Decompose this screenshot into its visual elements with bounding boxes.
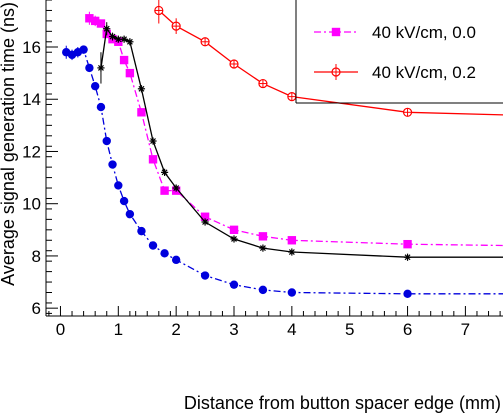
x-tick-label: 2 <box>171 320 180 339</box>
series-1 <box>85 11 503 249</box>
data-point <box>90 16 100 26</box>
data-point <box>149 137 157 145</box>
series-3 <box>62 45 503 299</box>
data-point <box>403 239 412 249</box>
y-tick-label: 10 <box>22 195 41 214</box>
data-point <box>160 249 169 258</box>
data-point <box>90 81 100 91</box>
y-tick-label: 16 <box>22 38 41 57</box>
data-point <box>120 35 128 43</box>
x-tick-label: 4 <box>287 320 296 339</box>
series-line <box>89 17 503 247</box>
data-point <box>119 196 129 206</box>
x-tick-label: 7 <box>461 320 470 339</box>
y-tick-label: 8 <box>32 247 41 266</box>
data-point <box>96 19 106 28</box>
y-tick-label: 12 <box>22 142 41 161</box>
data-point <box>229 59 239 69</box>
data-point <box>259 244 267 252</box>
data-point <box>97 64 105 72</box>
data-point <box>125 209 135 219</box>
y-tick-label: 14 <box>22 90 41 109</box>
data-point <box>171 255 181 265</box>
data-point <box>160 186 169 195</box>
data-point <box>137 226 146 236</box>
series-2 <box>97 22 503 261</box>
data-point <box>85 63 94 73</box>
data-point <box>103 25 111 33</box>
data-point <box>137 108 146 117</box>
series-line <box>100 27 503 258</box>
data-point <box>160 168 169 176</box>
data-point <box>402 107 413 117</box>
data-point <box>229 280 239 289</box>
data-point <box>148 155 158 164</box>
data-point <box>125 68 135 78</box>
x-tick-label: 0 <box>56 320 65 339</box>
data-point <box>200 271 210 280</box>
data-point <box>200 212 210 221</box>
data-point <box>171 21 181 31</box>
data-point <box>200 37 210 47</box>
data-point <box>79 45 88 54</box>
data-point <box>230 235 238 243</box>
x-tick-label: 1 <box>114 320 123 339</box>
data-point <box>258 232 268 241</box>
x-tick-label: 6 <box>403 320 412 339</box>
data-point <box>154 5 164 16</box>
data-point <box>229 225 239 235</box>
x-tick-label: 5 <box>345 320 354 339</box>
series-line <box>65 48 503 295</box>
data-point <box>137 85 146 93</box>
y-axis-title: Average signal generation time (ns) <box>0 2 18 286</box>
data-point <box>126 38 134 46</box>
data-point <box>287 288 297 297</box>
data-point <box>102 136 111 146</box>
legend-marker <box>331 27 341 37</box>
legend-label: 40 kV/cm, 0.0 <box>372 23 476 42</box>
series-layer <box>62 0 503 299</box>
series-0 <box>154 0 503 117</box>
data-point <box>172 184 180 192</box>
y-tick-label: 6 <box>32 299 41 318</box>
data-point <box>403 253 412 261</box>
legend: 40 kV/cm, 0.0 40 kV/cm, 0.2 <box>295 0 503 104</box>
data-point <box>119 55 129 65</box>
data-point <box>258 285 268 295</box>
data-point <box>114 181 123 190</box>
data-point <box>96 102 106 112</box>
x-tick-label: 3 <box>229 320 238 339</box>
data-point <box>108 160 117 169</box>
legend-label: 40 kV/cm, 0.2 <box>372 63 476 82</box>
data-point <box>108 32 117 41</box>
data-point <box>258 78 268 89</box>
data-point <box>403 289 412 299</box>
data-point <box>288 248 296 256</box>
data-point <box>85 14 94 23</box>
data-point <box>201 218 209 226</box>
x-axis-title: Distance from button spacer edge (mm) <box>184 393 501 413</box>
legend-entry: 40 kV/cm, 0.2 <box>314 63 476 82</box>
legend-marker <box>331 67 341 77</box>
series-line <box>158 9 503 116</box>
legend-entry: 40 kV/cm, 0.0 <box>314 23 476 42</box>
data-point <box>287 92 297 102</box>
data-point <box>148 241 158 250</box>
data-point <box>287 236 297 245</box>
